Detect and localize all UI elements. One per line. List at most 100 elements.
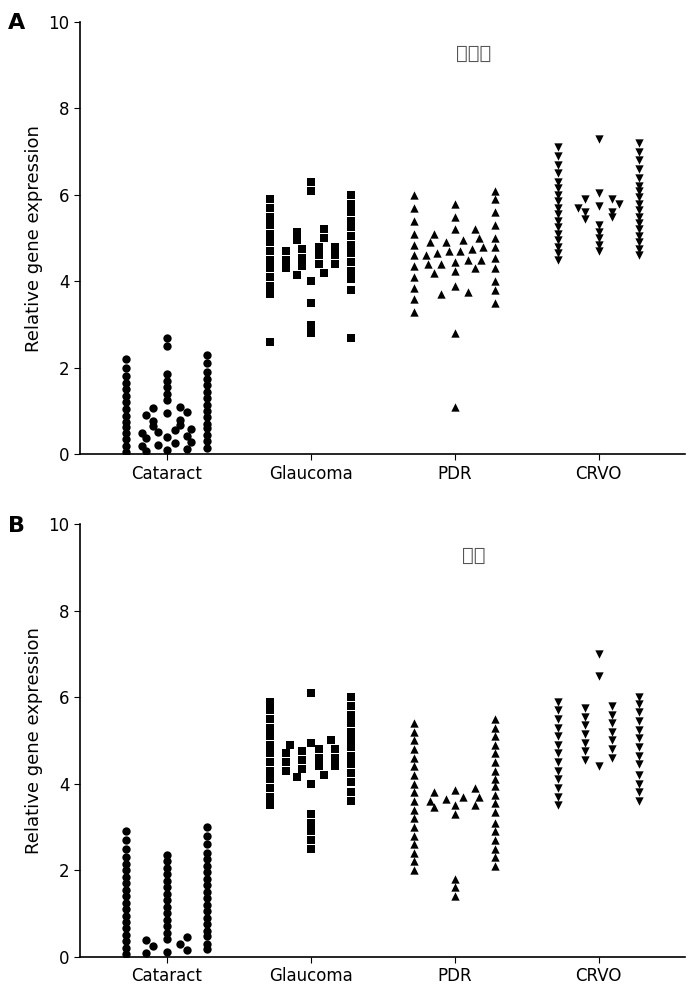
Point: [593, 237, 604, 253]
Point: [634, 228, 645, 244]
Point: [409, 758, 420, 774]
Point: [593, 217, 604, 233]
Point: [553, 239, 564, 255]
Point: [613, 196, 624, 212]
Point: [281, 252, 292, 268]
Point: [281, 754, 292, 770]
Point: [201, 403, 212, 419]
Point: [201, 440, 212, 456]
Point: [489, 295, 500, 311]
Text: A: A: [8, 13, 25, 33]
Point: [329, 741, 340, 757]
Point: [313, 758, 324, 774]
Point: [161, 944, 172, 960]
Point: [305, 183, 316, 199]
Point: [120, 368, 132, 384]
Point: [593, 224, 604, 240]
Point: [305, 815, 316, 831]
Point: [593, 230, 604, 246]
Point: [161, 879, 172, 895]
Point: [409, 750, 420, 766]
Point: [161, 338, 172, 354]
Point: [489, 778, 500, 794]
Point: [489, 815, 500, 831]
Point: [553, 252, 564, 268]
Point: [265, 737, 276, 753]
Point: [285, 737, 296, 753]
Point: [265, 191, 276, 207]
Point: [318, 767, 330, 783]
Point: [634, 784, 645, 800]
Point: [201, 910, 212, 926]
Point: [201, 364, 212, 380]
Point: [297, 258, 308, 274]
Point: [120, 946, 132, 962]
Point: [409, 304, 420, 320]
Point: [313, 741, 324, 757]
Point: [153, 437, 164, 453]
Point: [120, 856, 132, 872]
Point: [305, 325, 316, 341]
Point: [120, 908, 132, 924]
Point: [553, 763, 564, 779]
Point: [489, 841, 500, 857]
Point: [489, 745, 500, 761]
Point: [580, 752, 591, 768]
Point: [265, 200, 276, 216]
Point: [161, 853, 172, 869]
Point: [449, 797, 460, 813]
Point: [345, 271, 356, 287]
Point: [318, 265, 330, 281]
Point: [345, 228, 356, 244]
Point: [345, 698, 356, 714]
Point: [120, 869, 132, 885]
Point: [553, 157, 564, 173]
Point: [634, 756, 645, 772]
Point: [120, 438, 132, 454]
Point: [120, 927, 132, 943]
Point: [409, 793, 420, 809]
Point: [318, 221, 330, 237]
Point: [201, 877, 212, 893]
Point: [457, 789, 468, 805]
Point: [606, 204, 617, 220]
Point: [606, 732, 617, 748]
Point: [120, 841, 132, 857]
Point: [553, 200, 564, 216]
Point: [553, 180, 564, 196]
Point: [120, 414, 132, 430]
Point: [409, 767, 420, 783]
Point: [161, 860, 172, 876]
Point: [265, 771, 276, 787]
Point: [409, 715, 420, 731]
Point: [606, 698, 617, 714]
Point: [634, 793, 645, 809]
Point: [409, 862, 420, 878]
Point: [201, 397, 212, 413]
Point: [120, 431, 132, 447]
Point: [281, 243, 292, 259]
Point: [291, 267, 302, 283]
Point: [291, 224, 302, 240]
Point: [489, 849, 500, 865]
Point: [161, 912, 172, 928]
Point: [634, 748, 645, 764]
Point: [120, 901, 132, 917]
Point: [409, 258, 420, 274]
Point: [409, 732, 420, 748]
Point: [489, 728, 500, 744]
Point: [329, 239, 340, 255]
Point: [553, 720, 564, 736]
Point: [201, 377, 212, 393]
Point: [469, 780, 480, 796]
Point: [291, 769, 302, 785]
Point: [449, 254, 460, 270]
Point: [345, 756, 356, 772]
Point: [580, 743, 591, 759]
Point: [634, 178, 645, 194]
Point: [432, 245, 443, 261]
Point: [120, 388, 132, 404]
Point: [489, 217, 500, 233]
Point: [345, 724, 356, 740]
Point: [345, 689, 356, 705]
